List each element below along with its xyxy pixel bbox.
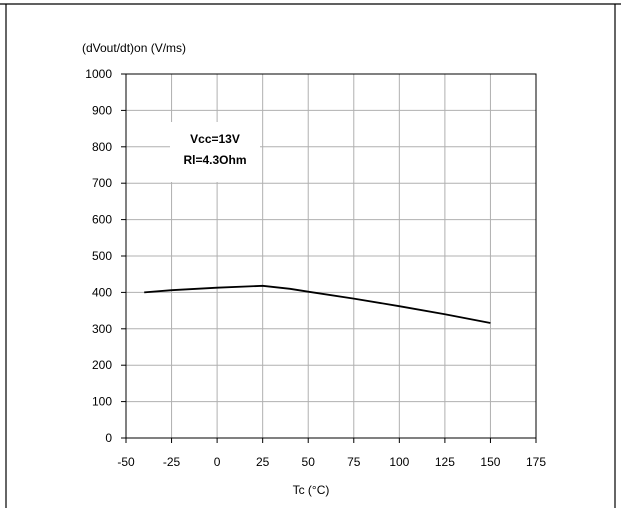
- x-axis-title: Tc (°C): [293, 483, 330, 497]
- y-tick-label: 1000: [85, 67, 112, 81]
- series-line: [144, 284, 491, 324]
- y-tick-label: 500: [92, 249, 112, 263]
- annotation-box: Vcc=13V Rl=4.3Ohm: [170, 122, 260, 182]
- y-tick-label: 900: [92, 103, 112, 117]
- x-tick-label: 75: [347, 455, 361, 469]
- y-axis-ticks: 0 100 200 300 400 500 600 700 800 900 1000: [85, 67, 126, 445]
- x-tick-label: 125: [435, 455, 455, 469]
- annotation-background: [170, 122, 260, 182]
- x-tick-label: -50: [117, 455, 135, 469]
- x-tick-label: -25: [163, 455, 181, 469]
- y-tick-label: 200: [92, 358, 112, 372]
- x-tick-label: 100: [389, 455, 409, 469]
- y-axis-title: (dVout/dt)on (V/ms): [82, 41, 186, 55]
- y-tick-label: 0: [105, 431, 112, 445]
- x-tick-label: 0: [214, 455, 221, 469]
- y-tick-label: 800: [92, 140, 112, 154]
- y-tick-label: 700: [92, 176, 112, 190]
- y-tick-label: 600: [92, 213, 112, 227]
- annotation-vcc: Vcc=13V: [190, 132, 240, 146]
- y-tick-label: 300: [92, 322, 112, 336]
- x-tick-label: 150: [480, 455, 500, 469]
- x-axis-ticks: -50 -25 0 25 50 75 100 125 150 175: [117, 438, 546, 469]
- annotation-rl: Rl=4.3Ohm: [183, 153, 246, 167]
- x-tick-label: 50: [302, 455, 316, 469]
- series-points: [144, 285, 491, 323]
- y-tick-label: 400: [92, 285, 112, 299]
- x-tick-label: 175: [526, 455, 546, 469]
- y-tick-label: 100: [92, 395, 112, 409]
- x-tick-label: 25: [256, 455, 270, 469]
